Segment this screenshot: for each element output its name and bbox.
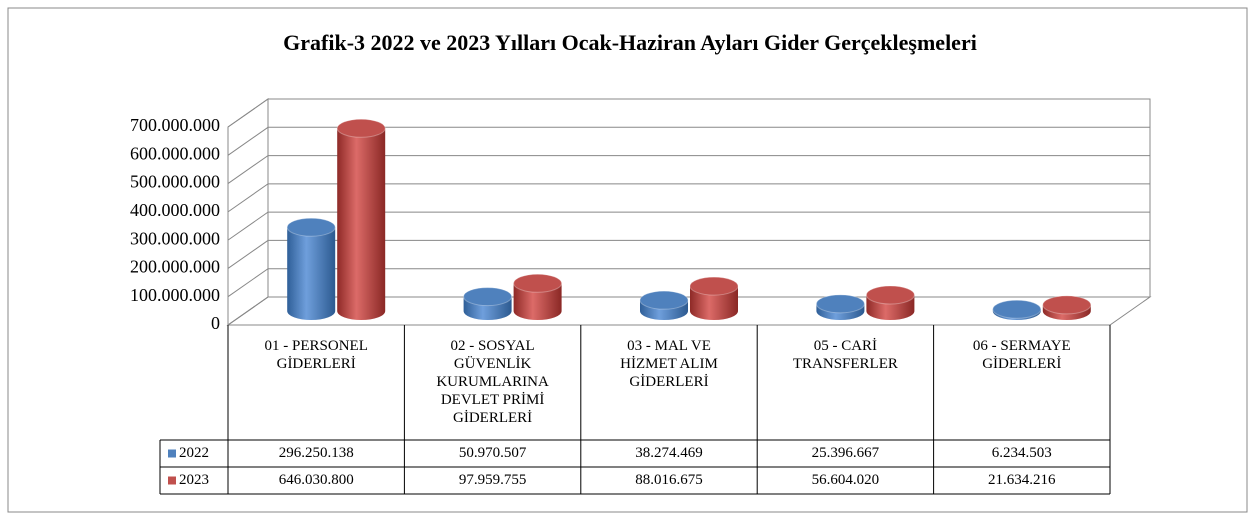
bar <box>336 118 386 320</box>
bar <box>286 217 336 320</box>
bar <box>865 285 915 320</box>
bar-cap <box>992 299 1042 319</box>
bar <box>815 294 865 320</box>
y-tick-label: 0 <box>211 313 220 333</box>
grid-line <box>227 211 1150 241</box>
y-tick-label: 200.000.000 <box>130 257 220 277</box>
bar-body <box>690 286 738 320</box>
y-tick-label: 100.000.000 <box>130 285 220 305</box>
bar-cap <box>1042 295 1092 315</box>
y-tick-label: 400.000.000 <box>130 200 220 220</box>
bar <box>689 276 739 320</box>
bar-cap <box>463 287 513 307</box>
x-tick-label: 05 - CARİ TRANSFERLER <box>792 338 898 372</box>
bar <box>513 273 563 320</box>
bar-cap <box>689 276 739 296</box>
legend-label: 2022 <box>179 445 209 461</box>
x-tick-label: 06 - SERMAYE GİDERLERİ <box>972 338 1071 372</box>
value-label: 296.250.138 <box>278 445 354 461</box>
y-tick-label: 600.000.000 <box>130 143 220 163</box>
bar <box>639 290 689 320</box>
value-label: 646.030.800 <box>278 472 354 488</box>
bar <box>463 287 513 320</box>
value-label: 50.970.507 <box>458 445 527 461</box>
bar-cap <box>639 290 689 310</box>
grid-line <box>227 239 1150 269</box>
bar-cap <box>286 217 336 237</box>
value-label: 38.274.469 <box>635 445 703 461</box>
x-tick-label: 03 - MAL VE HİZMET ALIM GİDERLERİ <box>620 338 718 390</box>
bar <box>992 299 1042 320</box>
bar-cap <box>336 118 386 138</box>
bar-cap <box>513 273 563 293</box>
value-label: 56.604.020 <box>811 472 880 488</box>
x-tick-label: 02 - SOSYAL GÜVENLİK KURUMLARINA DEVLET … <box>436 338 549 426</box>
value-label: 88.016.675 <box>635 472 703 488</box>
wall <box>268 98 1151 297</box>
bar-body <box>513 283 562 320</box>
grid-line <box>227 98 1150 128</box>
y-tick-label: 300.000.000 <box>130 228 220 248</box>
grid-line <box>227 183 1150 213</box>
y-tick-label: 700.000.000 <box>130 115 220 135</box>
legend-swatch <box>168 476 176 485</box>
value-label: 6.234.503 <box>991 445 1052 461</box>
value-label: 21.634.216 <box>988 472 1056 488</box>
bar-body <box>287 227 336 320</box>
legend-swatch <box>168 449 176 458</box>
grid-line <box>227 126 1150 156</box>
grid-line <box>227 268 1150 298</box>
bar-cap <box>815 294 865 314</box>
wall <box>227 98 269 326</box>
bar-cap <box>865 285 915 305</box>
x-tick-label: 01 - PERSONEL GİDERLERİ <box>264 338 368 372</box>
chart-title: Grafik-3 2022 ve 2023 Yılları Ocak-Hazir… <box>283 30 977 55</box>
bar-body <box>337 128 386 320</box>
grid-line <box>227 155 1150 184</box>
value-label: 25.396.667 <box>811 445 880 461</box>
bar <box>1042 295 1092 320</box>
chart-border <box>7 7 1248 513</box>
y-tick-label: 500.000.000 <box>130 172 220 192</box>
value-label: 97.959.755 <box>458 472 527 488</box>
legend-label: 2023 <box>179 472 209 488</box>
